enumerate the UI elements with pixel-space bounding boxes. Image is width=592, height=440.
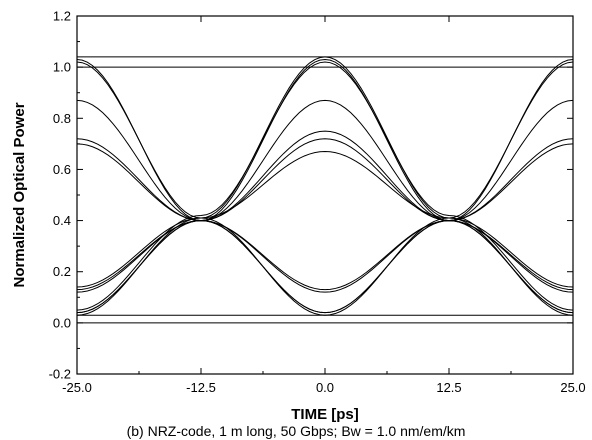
eye-trace-1 (77, 58, 573, 314)
x-tick-labels: -25.0 -12.5 0.0 12.5 25.0 (62, 380, 585, 395)
y-tick-label: 0.8 (53, 111, 71, 126)
eye-trace-9 (77, 138, 573, 291)
eye-trace-10 (77, 143, 573, 293)
eye-trace-6 (77, 151, 573, 288)
y-axis-title: Normalized Optical Power (11, 102, 28, 287)
eye-trace-4 (77, 130, 573, 293)
eye-trace-5 (77, 138, 573, 291)
y-tick-label: 1.0 (53, 60, 71, 75)
x-tick-label: 12.5 (436, 380, 461, 395)
eye-trace-11 (77, 99, 573, 314)
eye-trace-12 (77, 99, 573, 314)
axis-ticks (76, 15, 574, 375)
y-tick-label: 1.2 (53, 9, 71, 24)
y-tick-label: 0.0 (53, 315, 71, 330)
y-tick-label: 0.2 (53, 264, 71, 279)
x-tick-label: 0.0 (316, 380, 334, 395)
y-tick-label: 0.4 (53, 213, 71, 228)
eye-trace-2 (77, 56, 573, 316)
x-tick-label: -25.0 (62, 380, 92, 395)
y-tick-label: 0.6 (53, 162, 71, 177)
plot-frame (76, 15, 574, 375)
x-tick-label: -12.5 (186, 380, 216, 395)
eye-trace-7 (77, 58, 573, 314)
y-tick-labels: -0.2 0.0 0.2 0.4 0.6 0.8 1.0 1.2 (49, 9, 71, 382)
y-tick-label: -0.2 (49, 367, 71, 382)
x-tick-label: 25.0 (560, 380, 585, 395)
figure-caption: (b) NRZ-code, 1 m long, 50 Gbps; Bw = 1.… (127, 423, 466, 439)
eye-traces (77, 56, 573, 324)
eye-trace-3 (77, 61, 573, 311)
x-axis-title: TIME [ps] (291, 406, 359, 423)
